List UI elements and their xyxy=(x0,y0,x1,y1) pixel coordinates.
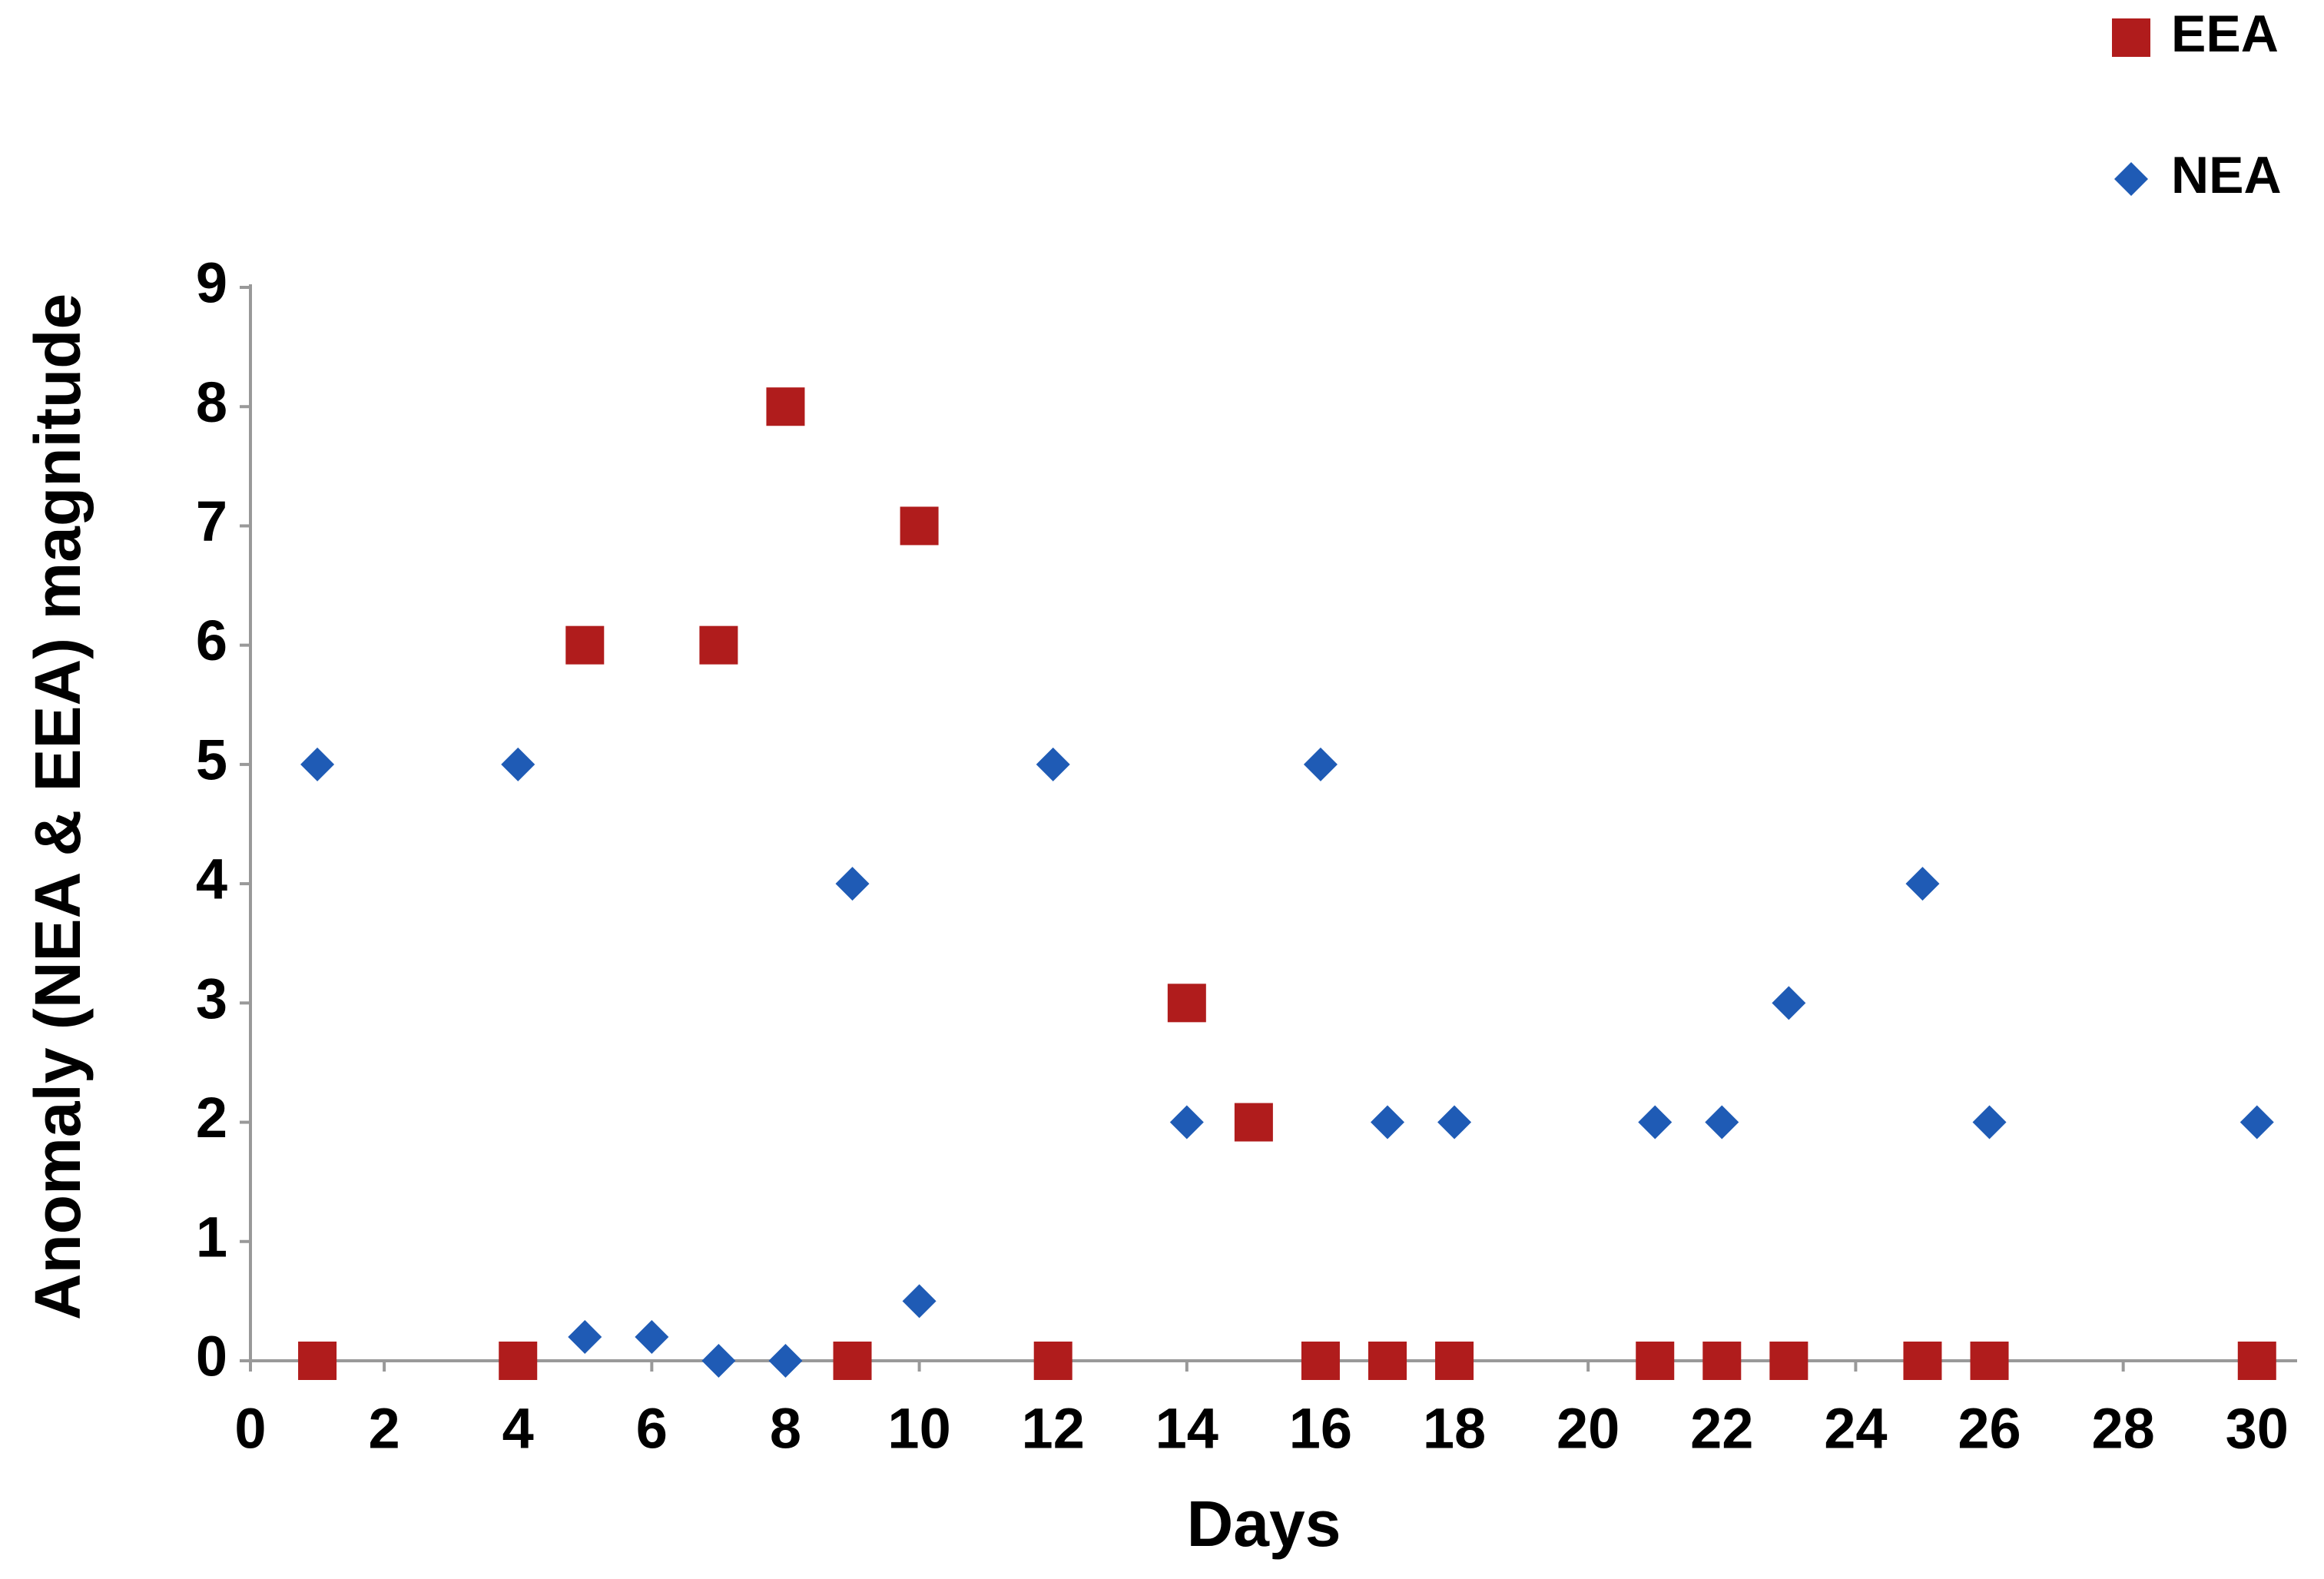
y-tick-label: 5 xyxy=(196,728,227,791)
point xyxy=(1234,1103,1273,1142)
x-tick-label: 18 xyxy=(1423,1397,1486,1461)
point xyxy=(1903,1342,1942,1380)
point xyxy=(1769,1342,1808,1380)
point xyxy=(833,1342,872,1380)
point xyxy=(1371,1105,1404,1139)
y-tick-label: 9 xyxy=(196,251,227,315)
x-tick-label: 6 xyxy=(636,1397,668,1461)
point xyxy=(298,1342,337,1380)
x-tick-label: 0 xyxy=(234,1397,266,1461)
point xyxy=(768,1344,803,1378)
point xyxy=(2239,1105,2274,1139)
point xyxy=(1036,747,1070,781)
y-tick-label: 7 xyxy=(196,489,227,553)
x-tick-label: 24 xyxy=(1824,1397,1887,1461)
point xyxy=(1638,1105,1673,1139)
x-tick-label: 20 xyxy=(1557,1397,1620,1461)
x-tick-label: 8 xyxy=(770,1397,801,1461)
point xyxy=(635,1319,669,1354)
x-tick-label: 10 xyxy=(887,1397,950,1461)
point xyxy=(501,747,535,781)
point xyxy=(699,625,738,665)
point xyxy=(1033,1342,1072,1380)
point xyxy=(1905,867,1940,901)
legend-label: EEA xyxy=(2171,5,2279,63)
legend-marker xyxy=(2114,162,2148,196)
point xyxy=(1435,1342,1474,1380)
x-tick-label: 16 xyxy=(1289,1397,1352,1461)
y-tick-label: 8 xyxy=(196,370,227,434)
point xyxy=(835,867,870,901)
y-tick-label: 4 xyxy=(196,848,227,911)
point xyxy=(1368,1342,1407,1380)
point xyxy=(1972,1105,2007,1139)
legend-marker xyxy=(2112,18,2150,57)
point xyxy=(1772,986,1806,1020)
point xyxy=(701,1344,736,1378)
y-tick-label: 0 xyxy=(196,1325,227,1388)
point xyxy=(1702,1342,1742,1380)
point xyxy=(565,625,605,665)
y-tick-label: 3 xyxy=(196,967,227,1030)
x-tick-label: 12 xyxy=(1022,1397,1085,1461)
y-tick-label: 6 xyxy=(196,609,227,672)
x-tick-label: 4 xyxy=(502,1397,534,1461)
x-tick-label: 26 xyxy=(1958,1397,2021,1461)
point xyxy=(1167,984,1206,1023)
point xyxy=(1970,1342,2009,1380)
point xyxy=(1437,1105,1472,1139)
y-tick-label: 1 xyxy=(196,1205,227,1269)
point xyxy=(766,387,805,426)
x-tick-label: 30 xyxy=(2226,1397,2289,1461)
point xyxy=(900,506,939,546)
point xyxy=(499,1342,538,1380)
point xyxy=(902,1284,937,1319)
y-tick-label: 2 xyxy=(196,1086,227,1149)
x-tick-label: 2 xyxy=(369,1397,400,1461)
point xyxy=(1303,747,1338,781)
point xyxy=(1636,1342,1675,1380)
point xyxy=(1705,1105,1739,1139)
point xyxy=(300,747,335,781)
x-tick-label: 28 xyxy=(2091,1397,2154,1461)
point xyxy=(568,1319,602,1354)
x-axis-title: Days xyxy=(1187,1488,1341,1560)
x-tick-label: 22 xyxy=(1690,1397,1753,1461)
y-axis-title: Anomaly (NEA & EEA) magnitude xyxy=(22,294,94,1320)
point xyxy=(1301,1342,1340,1380)
point xyxy=(2237,1342,2276,1380)
legend-label: NEA xyxy=(2171,146,2282,204)
x-tick-label: 14 xyxy=(1155,1397,1218,1461)
point xyxy=(1169,1105,1204,1139)
